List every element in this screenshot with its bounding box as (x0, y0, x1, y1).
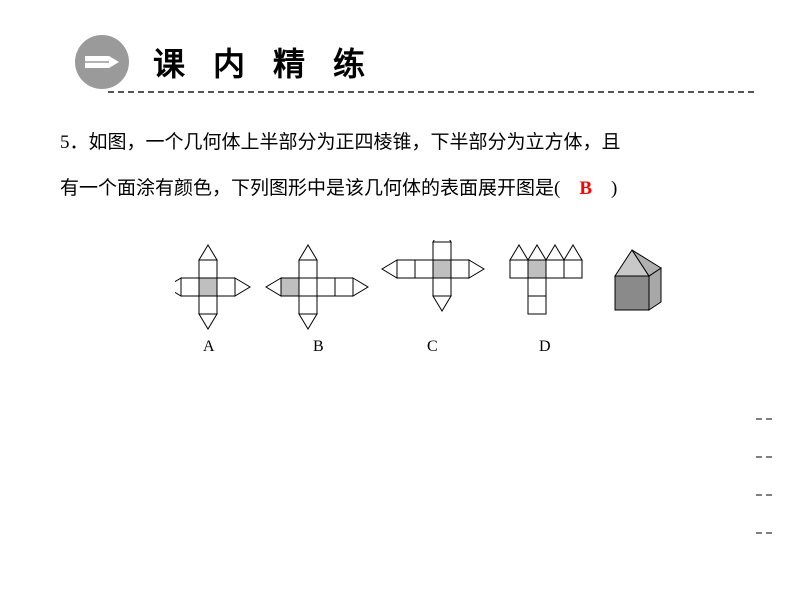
option-label-b: B (313, 338, 324, 356)
option-label-c: C (427, 338, 438, 356)
answer-letter: B (579, 178, 592, 199)
pencil-icon (75, 35, 129, 89)
option-label-d: D (539, 338, 551, 356)
section-title: 课 内 精 练 (153, 39, 375, 85)
right-margin-marks (756, 418, 772, 534)
divider-line (108, 91, 754, 93)
options-figures: A B C D (175, 240, 685, 370)
option-label-a: A (203, 338, 215, 356)
question-text: 5．如图，一个几何体上半部分为正四棱锥，下半部分为立方体，且 有一个面涂有颜色，… (60, 120, 734, 211)
question-number: 5 (60, 132, 70, 153)
